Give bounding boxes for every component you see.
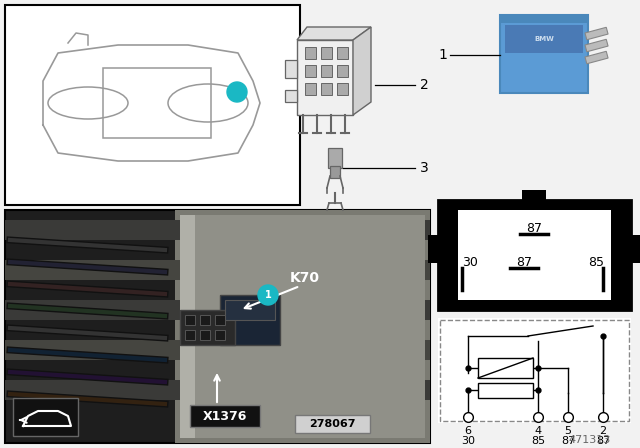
Bar [500,15,588,23]
Text: 4: 4 [534,426,541,436]
Bar [215,330,225,340]
Text: K70: K70 [290,271,320,285]
Polygon shape [297,27,371,40]
Bar [295,415,370,433]
Bar [305,47,316,59]
Bar [585,52,608,64]
Bar [438,318,631,423]
Bar [225,300,275,320]
Bar [337,47,348,59]
Bar [438,200,631,310]
Bar [215,315,225,325]
Bar [305,83,316,95]
Text: 1: 1 [234,87,241,97]
Bar [478,383,533,398]
Bar [5,260,430,280]
Bar [13,398,78,436]
Bar [190,405,260,427]
Bar [629,235,640,263]
Bar [5,220,430,240]
Bar [330,166,340,178]
Bar [500,15,588,93]
Bar [505,25,583,53]
Text: 3: 3 [420,161,429,175]
Text: 1: 1 [264,290,271,300]
Polygon shape [353,27,371,115]
Bar [180,215,425,438]
Text: 2: 2 [420,78,429,92]
Text: 278067: 278067 [308,419,355,429]
Text: 471313: 471313 [569,435,611,445]
Bar [285,90,297,102]
Bar [5,340,430,360]
Bar [321,65,332,77]
Text: BMW: BMW [534,36,554,42]
Text: 5: 5 [564,426,572,436]
Bar [337,65,348,77]
Bar [103,68,211,138]
Text: 87: 87 [596,436,610,446]
Bar [185,330,195,340]
Bar [297,40,353,115]
Bar [5,300,430,320]
Bar [175,210,430,443]
Bar [200,330,210,340]
Text: 87: 87 [516,255,532,268]
Bar [5,380,430,400]
Bar [522,190,546,202]
Text: 85: 85 [531,436,545,446]
Bar [220,295,280,345]
Bar [5,210,430,443]
Bar [321,47,332,59]
Text: 30: 30 [462,255,478,268]
Text: 6: 6 [465,426,472,436]
Bar [321,83,332,95]
Text: 30: 30 [461,436,475,446]
Text: 87: 87 [561,436,575,446]
Text: 1: 1 [438,48,447,62]
Bar [328,148,342,168]
Text: 87: 87 [526,221,542,234]
Bar [428,235,440,263]
Bar [478,358,533,378]
Bar [200,315,210,325]
Bar [185,315,195,325]
Text: X1376: X1376 [203,409,247,422]
Circle shape [258,285,278,305]
Bar [180,310,235,345]
Text: 85: 85 [588,255,604,268]
Circle shape [227,82,247,102]
Bar [585,27,608,40]
Bar [285,60,297,78]
Bar [458,210,611,300]
Bar [337,83,348,95]
Text: 2: 2 [600,426,607,436]
Bar [5,5,300,205]
Bar [180,215,195,438]
Bar [585,39,608,52]
Bar [305,65,316,77]
Bar [440,320,629,421]
